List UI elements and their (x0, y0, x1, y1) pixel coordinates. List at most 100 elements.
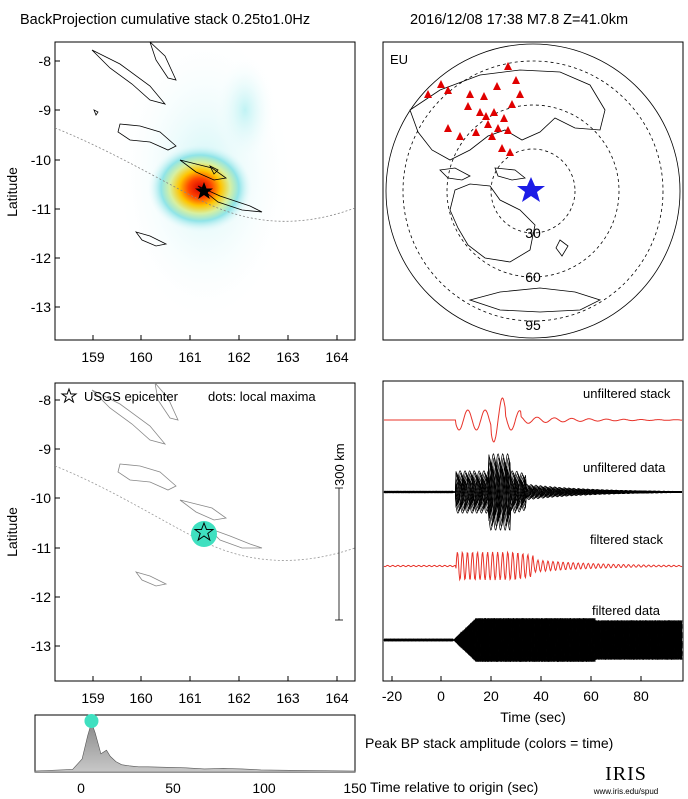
bottom-xtick: 164 (325, 690, 349, 706)
amplitude-panel: 0 50 100 150 Peak BP stack amplitude (co… (34, 714, 613, 796)
bottom-map-ticks (55, 399, 338, 681)
label-filtered-data: filtered data (592, 603, 661, 618)
station-marker (506, 148, 514, 156)
bottom-xtick: 159 (81, 690, 105, 706)
station-marker (424, 90, 432, 98)
station-marker (498, 144, 506, 152)
coastlines (91, 42, 263, 247)
distance-ring-95 (402, 60, 664, 322)
station-marker (472, 128, 480, 136)
epicenter-star (195, 182, 213, 199)
station-markers (424, 62, 524, 156)
bottom-xtick: 163 (276, 690, 300, 706)
top-ytick: -11 (32, 201, 51, 217)
station-marker (444, 124, 452, 132)
top-xtick: 159 (81, 349, 105, 365)
trace-filtered-data (383, 617, 683, 663)
legend-epicenter: USGS epicenter (84, 389, 179, 404)
station-marker (504, 62, 512, 70)
bottom-ytick: -11 (32, 540, 51, 556)
bottom-ytick: -9 (39, 441, 52, 457)
logo-name: IRIS (605, 763, 647, 785)
distance-ring-30 (490, 148, 576, 234)
station-marker (476, 108, 484, 116)
amp-xtick: 0 (77, 780, 85, 796)
local-maximum-dot (191, 521, 217, 547)
amplitude-caption: Peak BP stack amplitude (colors = time) (365, 735, 613, 751)
station-marker (444, 86, 452, 94)
event-info: 2016/12/08 17:38 M7.8 Z=41.0km (410, 12, 628, 28)
globe-panel: EU (382, 41, 684, 341)
station-marker (493, 82, 501, 90)
station-marker (488, 132, 496, 140)
bottom-xtick: 160 (129, 690, 153, 706)
label-unfiltered-stack: unfiltered stack (583, 386, 671, 401)
top-map-ticks (55, 60, 338, 340)
bottom-map: USGS epicenter dots: local maxima 300 km… (4, 382, 356, 706)
top-ytick: -9 (39, 102, 52, 118)
wave-xtick: 20 (483, 688, 499, 704)
station-marker (437, 80, 445, 88)
station-marker (504, 126, 512, 134)
trace-unfiltered-data (383, 468, 682, 516)
amp-xtick: 150 (343, 780, 367, 796)
wave-xtick: 60 (583, 688, 599, 704)
waveform-panel: unfiltered stack unfiltered data filtere… (382, 380, 684, 725)
top-ytick: -13 (31, 299, 51, 315)
legend-dots: dots: local maxima (208, 389, 316, 404)
station-marker (508, 100, 516, 108)
wave-xlabel: Time (sec) (500, 709, 566, 725)
station-marker (494, 124, 502, 132)
bottom-ytick: -12 (31, 589, 51, 605)
station-marker (480, 92, 488, 100)
wave-xtick: 0 (437, 688, 445, 704)
top-ytick: -10 (31, 152, 51, 168)
ring-label-60: 60 (525, 269, 541, 285)
bottom-ytick: -10 (31, 490, 51, 506)
epicenter-star-outline (193, 521, 215, 542)
top-xtick: 162 (227, 349, 251, 365)
station-marker (456, 132, 464, 140)
amplitude-xlabel: Time relative to origin (sec) (370, 779, 538, 795)
station-marker (490, 108, 498, 116)
amp-xtick: 100 (252, 780, 276, 796)
top-map: 159 160 161 162 163 164 -8 -9 -10 -11 -1… (4, 41, 356, 365)
waveform-traces (383, 397, 683, 663)
trench-line (55, 465, 355, 561)
figure-title: BackProjection cumulative stack 0.25to1.… (20, 12, 310, 28)
top-ylabel: Latitude (4, 167, 20, 217)
ring-label-30: 30 (525, 225, 541, 241)
iris-logo: IRIS www.iris.edu/spud (593, 763, 658, 796)
trace-filtered-data (383, 617, 683, 663)
waveform-ticks (391, 676, 642, 681)
bottom-xtick: 161 (178, 690, 202, 706)
station-marker (500, 114, 508, 122)
station-marker (512, 76, 520, 84)
station-marker (516, 90, 524, 98)
top-xtick: 164 (325, 349, 349, 365)
top-ytick: -12 (31, 250, 51, 266)
logo-url: www.iris.edu/spud (593, 787, 658, 796)
wave-xtick: 40 (533, 688, 549, 704)
station-marker (484, 120, 492, 128)
wave-xtick: -20 (382, 688, 402, 704)
globe-region: EU (390, 52, 408, 67)
top-xtick: 160 (129, 349, 153, 365)
amplitude-peak-marker (84, 714, 99, 728)
top-xtick: 161 (178, 349, 202, 365)
trench-line (55, 127, 355, 222)
top-ytick: -8 (39, 53, 52, 69)
ring-label-95: 95 (525, 317, 541, 333)
station-marker (464, 102, 472, 110)
trace-filtered-data (383, 617, 683, 663)
label-unfiltered-data: unfiltered data (583, 460, 666, 475)
wave-xtick: 80 (633, 688, 649, 704)
distance-ring-60 (446, 104, 620, 278)
top-xtick: 163 (276, 349, 300, 365)
event-star-blue (517, 177, 545, 202)
trace-unfiltered-stack (384, 397, 683, 443)
label-filtered-stack: filtered stack (590, 532, 663, 547)
trace-filtered-stack (383, 550, 683, 582)
coastlines (91, 383, 263, 587)
